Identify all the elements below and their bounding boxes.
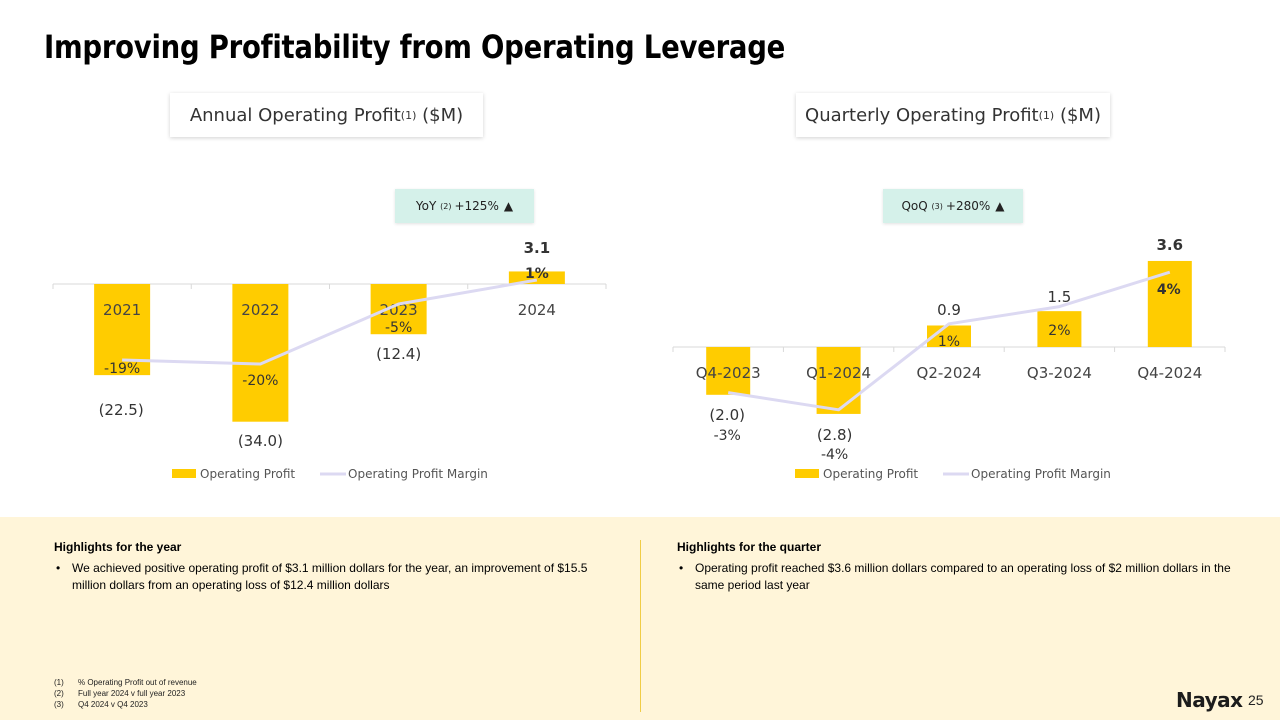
category-label: Q1-2024 xyxy=(806,364,871,382)
margin-value-label: 2% xyxy=(1048,323,1070,339)
yoy-label: YoY xyxy=(415,199,437,213)
margin-value-label: -4% xyxy=(821,447,848,463)
category-label: 2024 xyxy=(518,301,556,319)
annual-header-sup: (1) xyxy=(400,108,417,122)
quarterly-header-unit: ($M) xyxy=(1059,104,1101,126)
quarterly-header-label: Quarterly Operating Profit xyxy=(805,104,1039,126)
annual-chart-header: Annual Operating Profit (1) ($M) xyxy=(170,93,483,137)
bar-value-label: 0.9 xyxy=(937,301,961,319)
bar-value-label: 3.6 xyxy=(1157,236,1184,254)
category-label: Q2-2024 xyxy=(917,364,982,382)
quarterly-chart-header: Quarterly Operating Profit (1) ($M) xyxy=(796,93,1110,137)
footnote: (2) Full year 2024 v full year 2023 xyxy=(54,689,186,698)
footnote: (1)% Operating Profit out of revenue xyxy=(54,678,197,687)
margin-line xyxy=(122,278,538,366)
up-arrow-icon: ▲ xyxy=(995,199,1005,213)
annual-header-unit: ($M) xyxy=(422,104,464,126)
margin-value-label: 1% xyxy=(525,266,549,282)
bar-operating-profit xyxy=(706,347,751,395)
margin-value-label: 4% xyxy=(1157,282,1181,298)
highlights-year: Highlights for the year We achieved posi… xyxy=(54,540,614,594)
margin-value-label: 1% xyxy=(938,334,960,350)
annual-header-label: Annual Operating Profit xyxy=(189,104,401,126)
footnotes: (1)% Operating Profit out of revenue (2)… xyxy=(54,677,197,710)
qoq-sup: (3) xyxy=(931,201,943,211)
page-number: 25 xyxy=(1248,692,1264,708)
yoy-value: +125% xyxy=(454,199,499,213)
footnote: (3) Q4 2024 v Q4 2023 xyxy=(54,700,148,709)
category-label: Q4-2023 xyxy=(696,364,761,382)
bar-operating-profit xyxy=(508,271,565,284)
bar-operating-profit xyxy=(370,284,427,335)
divider xyxy=(640,540,641,712)
bar-value-label: (34.0) xyxy=(238,432,283,450)
bar-operating-profit xyxy=(816,347,861,414)
annual-chart: 2021 2022 2023 2024 (22.5) (34.0) (12.4) 3.1 -19… xyxy=(52,239,607,481)
bar-value-label: (2.0) xyxy=(709,406,745,424)
highlights-quarter-heading: Highlights for the quarter xyxy=(677,540,821,554)
up-arrow-icon: ▲ xyxy=(503,199,514,213)
legend-label: Operating Profit xyxy=(823,467,918,481)
category-label: 2023 xyxy=(380,301,418,319)
nayax-logo: Nayax xyxy=(1176,688,1243,712)
bar-value-label: (22.5) xyxy=(99,401,144,419)
bar-value-label: (2.8) xyxy=(817,426,853,444)
qoq-badge: QoQ (3) +280% ▲ xyxy=(883,189,1023,223)
bar-operating-profit xyxy=(232,284,289,422)
legend-swatch-operating-profit xyxy=(172,469,196,478)
category-label: Q3-2024 xyxy=(1027,364,1092,382)
legend-label: Operating Profit Margin xyxy=(348,467,488,481)
bar-operating-profit xyxy=(1037,311,1082,347)
highlights-year-heading: Highlights for the year xyxy=(54,540,182,554)
margin-value-label: -19% xyxy=(104,361,140,377)
highlights-year-bullet: We achieved positive operating profit of… xyxy=(54,560,614,594)
bar-value-label: (12.4) xyxy=(376,345,421,363)
yoy-badge: YoY (2) +125% ▲ xyxy=(395,189,534,223)
bar-value-label: 1.5 xyxy=(1047,288,1071,306)
quarterly-chart: Q4-2023 Q1-2024 Q2-2024 Q3-2024 Q4-2024 (2.0)… xyxy=(672,236,1226,481)
category-label: 2022 xyxy=(241,301,279,319)
yoy-sup: (2) xyxy=(440,201,452,211)
margin-value-label: -3% xyxy=(714,428,741,444)
page-title: Improving Profitability from Operating L… xyxy=(44,28,786,66)
legend-label: Operating Profit xyxy=(200,467,295,481)
bar-value-label: 3.1 xyxy=(524,239,551,257)
qoq-label: QoQ xyxy=(901,199,928,213)
margin-value-label: -5% xyxy=(385,320,412,336)
category-label: 2021 xyxy=(103,301,141,319)
highlights-quarter-bullet: Operating profit reached $3.6 million do… xyxy=(677,560,1237,594)
category-label: Q4-2024 xyxy=(1137,364,1202,382)
legend-swatch-operating-profit xyxy=(795,469,819,478)
qoq-value: +280% xyxy=(945,199,991,213)
quarterly-header-sup: (1) xyxy=(1038,108,1055,122)
highlights-quarter: Highlights for the quarter Operating pro… xyxy=(677,540,1237,594)
margin-value-label: -20% xyxy=(242,373,278,389)
bar-operating-profit xyxy=(1147,260,1192,347)
legend-label: Operating Profit Margin xyxy=(971,467,1111,481)
